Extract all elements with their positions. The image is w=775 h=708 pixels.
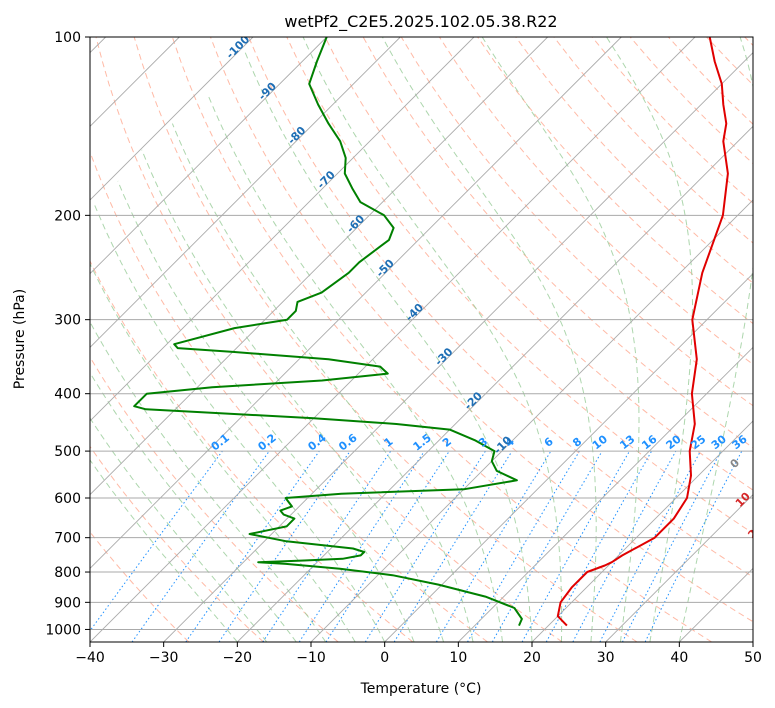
mixing-ratio-line [185, 450, 320, 642]
mixing-ratio-line [521, 450, 630, 642]
dewpoint-trace [133, 37, 523, 626]
isotherm-line [605, 494, 753, 642]
moist-adiabat-line [90, 417, 268, 642]
isotherm-line [90, 37, 696, 642]
moist-adiabat-line [171, 123, 474, 642]
isotherm-line [458, 346, 753, 642]
temperature-trace [556, 37, 729, 627]
x-tick-label: −10 [296, 650, 326, 666]
dry-adiabat-line [248, 37, 753, 578]
dry-adiabat-line [90, 259, 414, 642]
sounding-traces [133, 37, 729, 627]
isotherm-line [90, 37, 622, 569]
dry-adiabat-line [90, 356, 339, 642]
dry-adiabat-line [515, 37, 753, 284]
isotherm-line [384, 273, 753, 642]
isotherm-line [163, 52, 753, 642]
isotherm-line [90, 37, 475, 422]
x-axis-label: Temperature (°C) [360, 681, 482, 697]
mixing-ratio-line [325, 450, 450, 642]
moist-adiabat-line [90, 459, 238, 642]
mixing-ratio-line [545, 450, 653, 642]
moist-adiabat-line [481, 37, 640, 642]
plot-frame [89, 36, 754, 643]
mixing-ratio-line [572, 450, 677, 642]
plot-area: 0.1 0.2 0.4 0.6 1 1.5 2 3 4 6 8 10 13 16 20 25 30 36-100-… [90, 37, 765, 642]
moist-adiabat-line [243, 49, 533, 642]
x-tick-label: 0 [380, 650, 389, 666]
mixing-ratio-line [298, 450, 425, 642]
mixing-ratio-line [262, 450, 392, 642]
dry-adiabat-line [286, 37, 753, 534]
x-tick-label: 20 [523, 650, 541, 666]
moist-adiabat-line [90, 321, 327, 642]
dry-adiabat-line [95, 37, 563, 642]
y-tick-label: 400 [54, 387, 81, 403]
y-tick-label: 1000 [45, 622, 81, 638]
y-tick-label: 700 [54, 531, 81, 547]
isotherm-line [531, 420, 753, 642]
isotherm-line [237, 125, 753, 642]
x-tick-label: 30 [597, 650, 615, 666]
theta-label: 20 [745, 521, 765, 541]
moist-adiabat-line [678, 37, 753, 642]
mixing-ratio-line [393, 450, 513, 642]
isotherm-line [310, 199, 753, 642]
dry-adiabat-line [90, 445, 264, 642]
mixing-ratio-line [644, 450, 743, 642]
moist-adiabat-line [90, 371, 297, 642]
mixing-ratio-line [131, 450, 270, 642]
y-tick-label: 900 [54, 595, 81, 611]
moist-adiabat-line [90, 262, 356, 642]
dry-adiabat-line [324, 37, 753, 491]
y-tick-label: 600 [54, 491, 81, 507]
y-axis-label: Pressure (hPa) [12, 289, 28, 389]
mixing-ratio-line [218, 450, 351, 642]
grid-lines [90, 37, 753, 642]
y-tick-label: 500 [54, 444, 81, 460]
x-tick-label: 10 [449, 650, 467, 666]
moist-adiabat-line [606, 37, 693, 642]
isotherm-line [90, 37, 548, 496]
y-tick-label: 300 [54, 313, 81, 329]
x-tick-label: −30 [149, 650, 179, 666]
x-tick-label: −40 [75, 650, 105, 666]
y-axis-ticks: 1000 900 800 700 600 500 400 300 200 100 [45, 30, 90, 638]
y-tick-label: 100 [54, 30, 81, 46]
x-tick-label: −20 [223, 650, 253, 666]
dry-adiabat-line [171, 37, 712, 642]
chart-title: wetPf2_C2E5.2025.102.05.38.R22 [284, 12, 557, 32]
moist-adiabat-line [381, 37, 597, 642]
x-axis-ticks: −40 −30 −20 −10 0 10 20 30 40 50 [75, 642, 762, 666]
isotherm-line [90, 37, 327, 275]
x-tick-label: 40 [670, 650, 688, 666]
mixing-ratio-line [90, 450, 223, 632]
y-tick-label: 800 [54, 565, 81, 581]
y-tick-label: 200 [54, 208, 81, 224]
isotherm-line [90, 37, 401, 348]
isotherm-line [90, 37, 254, 201]
x-tick-label: 50 [744, 650, 762, 666]
dry-adiabat-line [210, 37, 753, 623]
dry-adiabat-line [133, 37, 638, 642]
